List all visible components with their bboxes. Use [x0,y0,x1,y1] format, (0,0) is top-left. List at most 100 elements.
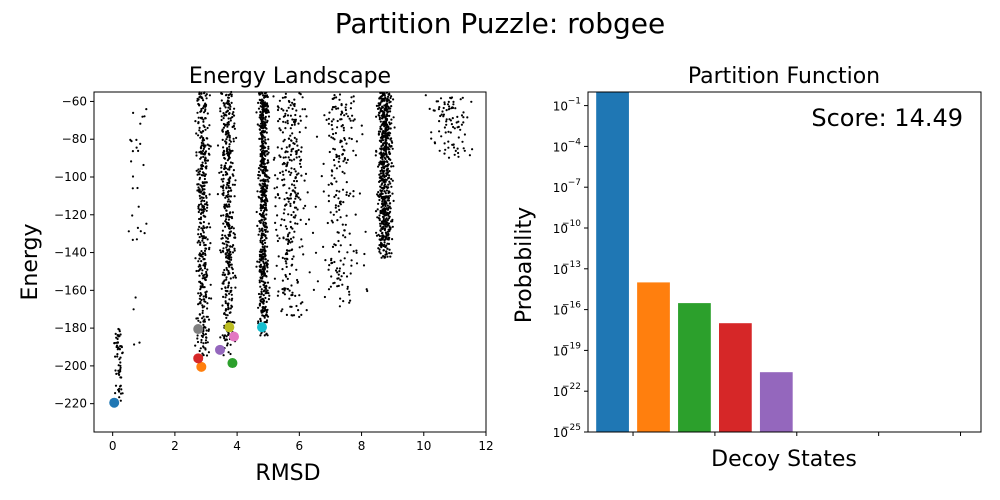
scatter-point [443,101,446,104]
highlighted-point-3 [193,353,204,364]
scatter-point [258,281,261,284]
scatter-point [282,291,285,294]
scatter-point [277,193,280,197]
scatter-point [295,173,298,176]
scatter-point [385,223,388,226]
scatter-point [376,208,379,211]
scatter-point [332,118,335,121]
scatter-point [385,153,388,156]
scatter-point [386,221,389,224]
scatter-point [228,136,231,139]
scatter-point [203,298,206,301]
scatter-point [266,103,269,106]
scatter-point [224,286,227,289]
scatter-title: Energy Landscape [189,64,391,89]
scatter-point [379,224,382,228]
scatter-point [378,219,381,222]
scatter-point [447,108,450,111]
scatter-point [379,102,382,105]
scatter-point [343,229,346,232]
scatter-point [333,138,336,141]
scatter-point [345,191,348,194]
scatter-point [266,169,269,172]
scatter-point [363,252,366,256]
scatter-point [232,232,235,235]
scatter-point [290,183,294,186]
scatter-point [223,204,226,207]
scatter-point [390,95,393,98]
scatter-point [388,114,391,117]
scatter-point [443,152,446,155]
bar-y-tick-label: 10 [553,263,568,277]
scatter-point [308,271,311,274]
scatter-point [227,218,230,221]
scatter-point [230,286,233,289]
scatter-point [288,158,291,161]
scatter-point [274,174,277,177]
scatter-point [199,216,203,219]
scatter-point [281,178,284,182]
scatter-point [349,299,352,302]
scatter-point [260,165,263,168]
scatter-point [381,139,385,142]
scatter-point [226,121,229,124]
scatter-point [262,299,266,302]
scatter-point [223,312,226,315]
scatter-point [338,250,341,253]
scatter-point [340,104,343,107]
scatter-point [228,212,231,215]
scatter-point [230,266,233,269]
scatter-point [262,193,265,196]
scatter-point [289,241,292,244]
scatter-point [387,238,390,241]
scatter-point [384,138,387,141]
scatter-point [206,268,209,271]
scatter-point [231,211,234,214]
scatter-point [206,206,209,209]
scatter-point [299,115,302,118]
scatter-point [119,366,122,369]
scatter-point [390,122,393,125]
scatter-point [265,275,268,278]
scatter-point [378,161,381,164]
scatter-point [205,290,208,293]
scatter-point [265,332,268,335]
scatter-point [340,110,343,113]
scatter-point [379,209,382,213]
scatter-point [307,218,311,221]
scatter-point [194,120,197,123]
scatter-point [118,358,121,361]
x-tick-label: 6 [296,439,304,453]
scatter-point [292,147,295,150]
scatter-point [295,140,298,143]
scatter-point [265,131,268,134]
scatter-point [196,317,199,320]
bar-y-tick-label: 10 [553,426,568,440]
scatter-point [294,191,297,194]
scatter-point [341,170,344,173]
scatter-point [220,287,223,290]
scatter-point [290,123,294,127]
scatter-point [219,336,222,339]
scatter-point [223,167,226,171]
scatter-point [349,243,352,247]
scatter-point [265,213,268,216]
scatter-point [387,99,391,102]
scatter-point [338,165,341,168]
scatter-point [225,335,228,338]
x-tick-label: 12 [478,439,493,453]
scatter-point [262,211,265,214]
scatter-point [259,237,263,240]
scatter-point [199,347,202,350]
scatter-point [378,198,381,202]
scatter-point [226,129,229,133]
scatter-point [298,162,302,165]
scatter-point [225,209,228,212]
scatter-point [384,211,387,214]
scatter-point [131,214,134,217]
scatter-point [263,162,266,165]
scatter-point [221,237,224,240]
scatter-point [133,343,136,346]
scatter-point [276,177,279,180]
scatter-point [200,131,203,134]
